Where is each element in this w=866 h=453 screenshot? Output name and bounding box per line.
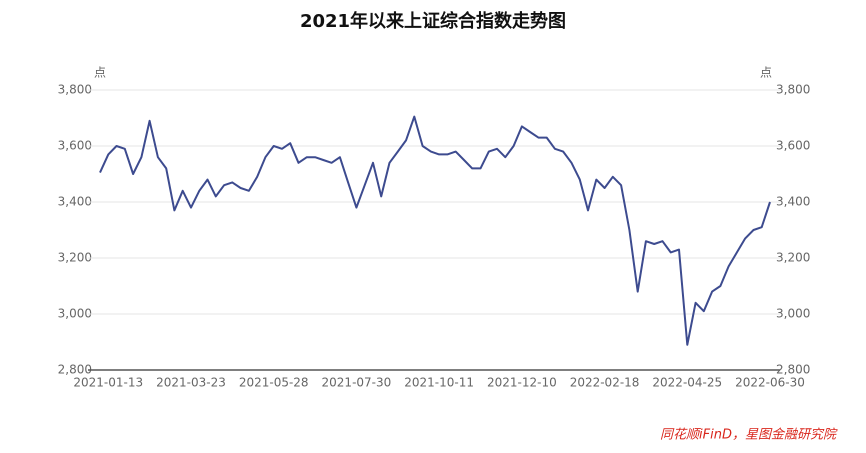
y2-tick-label: 3,000	[776, 307, 810, 321]
y-tick-label: 3,600	[58, 139, 92, 153]
y-tick-label: 3,000	[58, 307, 92, 321]
y-tick-label: 3,400	[58, 195, 92, 209]
x-tick-label: 2021-07-30	[322, 376, 392, 390]
y2-tick-label: 3,200	[776, 251, 810, 265]
data-line	[99, 115, 771, 346]
y-tick-label: 2,800	[58, 363, 92, 377]
x-tick-label: 2021-12-10	[487, 376, 557, 390]
x-tick-label: 2022-06-30	[735, 376, 805, 390]
y2-unit: 点	[760, 66, 772, 80]
chart-title: 2021年以来上证综合指数走势图	[300, 10, 566, 32]
x-tick-label: 2022-04-25	[652, 376, 722, 390]
y2-tick-label: 3,800	[776, 83, 810, 97]
x-tick-label: 2021-10-11	[404, 376, 474, 390]
x-tick-label: 2021-05-28	[239, 376, 309, 390]
y-unit: 点	[94, 66, 106, 80]
y-tick-label: 3,800	[58, 83, 92, 97]
y2-tick-label: 2,800	[776, 363, 810, 377]
x-tick-label: 2021-01-13	[73, 376, 143, 390]
y2-tick-label: 3,600	[776, 139, 810, 153]
x-tick-label: 2021-03-23	[156, 376, 226, 390]
y-tick-label: 3,200	[58, 251, 92, 265]
y2-tick-label: 3,400	[776, 195, 810, 209]
x-tick-label: 2022-02-18	[570, 376, 640, 390]
source-note: 同花顺iFinD，星图金融研究院	[660, 427, 838, 443]
